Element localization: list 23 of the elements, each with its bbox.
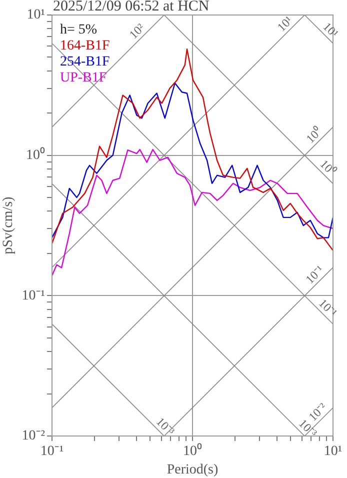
annotation: 10⁰ [317,156,339,178]
y-axis-title: pSv(cm/s) [1,196,16,254]
x-axis-title: Period(s) [166,462,218,478]
x-tick-label: 10¹ [324,444,342,460]
chart-title: 2025/12/09 06:52 at HCN [53,0,210,14]
y-tick-label: 10⁻² [22,428,45,444]
annotation: 10¹ [320,20,342,41]
y-tick-label: 10⁰ [26,147,45,164]
text: 164-B1F [60,38,110,54]
legend-title: h= 5% [60,22,98,38]
annotation: 10⁰ [303,124,324,146]
x-tick-label: 10⁻¹ [40,444,64,460]
annotation: 10⁻¹ [316,296,340,320]
y-tick-label: 10¹ [26,8,45,23]
annotation: 10⁻² [306,400,330,424]
text: UP-B1F [60,70,107,86]
annotation: 10⁻³ [154,414,178,438]
annotation: 10¹ [274,12,296,34]
y-tick-label: 10⁻¹ [22,288,45,304]
text: 254-B1F [60,54,110,70]
x-tick-label: 10⁰ [183,443,202,460]
annotation: 10² [126,20,148,42]
annotation: 10⁻¹ [302,262,327,286]
